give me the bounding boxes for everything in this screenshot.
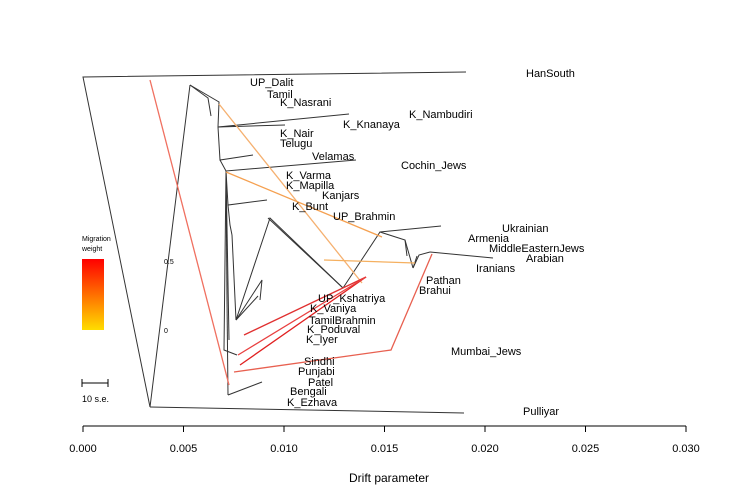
migration-edge	[237, 276, 367, 356]
tip-label: Patel	[308, 377, 333, 389]
branch	[412, 255, 418, 269]
tip-label: UP_Brahmin	[333, 211, 395, 223]
x-tick-label: 0.025	[572, 443, 600, 455]
branch	[412, 251, 431, 269]
tip-label: Tamil	[267, 89, 293, 101]
branch	[379, 225, 442, 233]
migration-edge	[233, 253, 433, 373]
legend-high-label: 0.5	[164, 259, 174, 266]
migration-edge	[225, 171, 383, 238]
scale-bar: 10 s.e.	[81, 379, 109, 404]
tree-branches	[82, 71, 494, 414]
branch	[227, 381, 263, 396]
branch	[189, 84, 220, 128]
scale-bar-label: 10 s.e.	[82, 394, 109, 404]
branch	[235, 279, 263, 321]
tip-label: UP_Dalit	[250, 77, 293, 89]
tip-label: MiddleEasternJews	[489, 243, 585, 255]
branch	[223, 170, 238, 356]
legend-title-line1: Migration	[82, 236, 111, 243]
tip-label: K_Mapilla	[286, 180, 335, 192]
legend-gradient	[82, 259, 104, 330]
migration-edge	[323, 259, 416, 264]
branch	[429, 251, 494, 259]
tip-label: Ukrainian	[502, 223, 548, 235]
tip-label: K_Knanaya	[343, 119, 401, 131]
branch	[225, 170, 230, 341]
migration-edge	[218, 103, 363, 284]
tip-label: Bengali	[290, 386, 327, 398]
branch	[149, 406, 465, 414]
tip-label: K_Ezhava	[287, 397, 338, 409]
x-axis: 0.000 0.005 0.010 0.015 0.020 0.025 0.030 Drif…	[69, 425, 700, 485]
x-tick-label: 0.020	[471, 443, 499, 455]
branch	[227, 204, 233, 236]
tip-label: Sindhi	[304, 356, 335, 368]
tip-label: Cochin_Jews	[401, 160, 467, 172]
tip-label: K_Nair	[280, 128, 314, 140]
branch	[267, 217, 344, 289]
migration-edge	[243, 276, 367, 336]
branch	[342, 231, 408, 289]
tip-label: K_Vaniya	[310, 303, 357, 315]
tip-label: Mumbai_Jews	[451, 346, 522, 358]
tip-label: UP_Kshatriya	[318, 293, 386, 305]
tip-label: Pathan	[426, 275, 461, 287]
branch	[82, 71, 467, 408]
tip-label: Pulliyar	[523, 406, 559, 418]
branch	[217, 124, 286, 128]
x-axis-title: Drift parameter	[349, 471, 429, 485]
x-tick-label: 0.005	[170, 443, 198, 455]
tip-label: Telugu	[280, 138, 312, 150]
tip-label: K_Nambudiri	[409, 109, 473, 121]
x-tick-label: 0.015	[371, 443, 399, 455]
branch	[217, 126, 254, 161]
tip-label: Kanjars	[322, 190, 360, 202]
x-tick-label: 0.010	[270, 443, 298, 455]
migration-edges	[149, 79, 433, 386]
x-tick-label: 0.030	[672, 443, 700, 455]
legend-title-line2: weight	[81, 246, 102, 253]
branch	[149, 84, 191, 408]
migration-edge	[239, 276, 367, 366]
tip-label: K_Bunt	[292, 201, 328, 213]
branch	[189, 84, 212, 117]
tip-label: K_Nasrani	[280, 97, 331, 109]
migration-legend: Migration weight 0.5 0	[81, 236, 174, 335]
tip-label: K_Poduval	[307, 324, 360, 336]
tip-label: Brahui	[419, 285, 451, 297]
tip-label: Velamas	[312, 151, 355, 163]
legend-low-label: 0	[164, 328, 168, 335]
tip-label: Punjabi	[298, 366, 335, 378]
branch	[225, 170, 268, 206]
tip-label: Arabian	[526, 253, 564, 265]
tip-label: TamilBrahmin	[309, 315, 376, 327]
branch	[404, 239, 414, 269]
tip-label: HanSouth	[526, 68, 575, 80]
branch	[217, 113, 350, 128]
tip-label: K_Iyer	[306, 334, 338, 346]
branch	[235, 295, 259, 321]
x-tick-label: 0.000	[69, 443, 97, 455]
tip-label: K_Varma	[286, 170, 332, 182]
branch	[231, 217, 344, 321]
tip-label: Armenia	[468, 233, 510, 245]
migration-edge	[149, 79, 230, 386]
tip-label: Iranians	[476, 263, 516, 275]
